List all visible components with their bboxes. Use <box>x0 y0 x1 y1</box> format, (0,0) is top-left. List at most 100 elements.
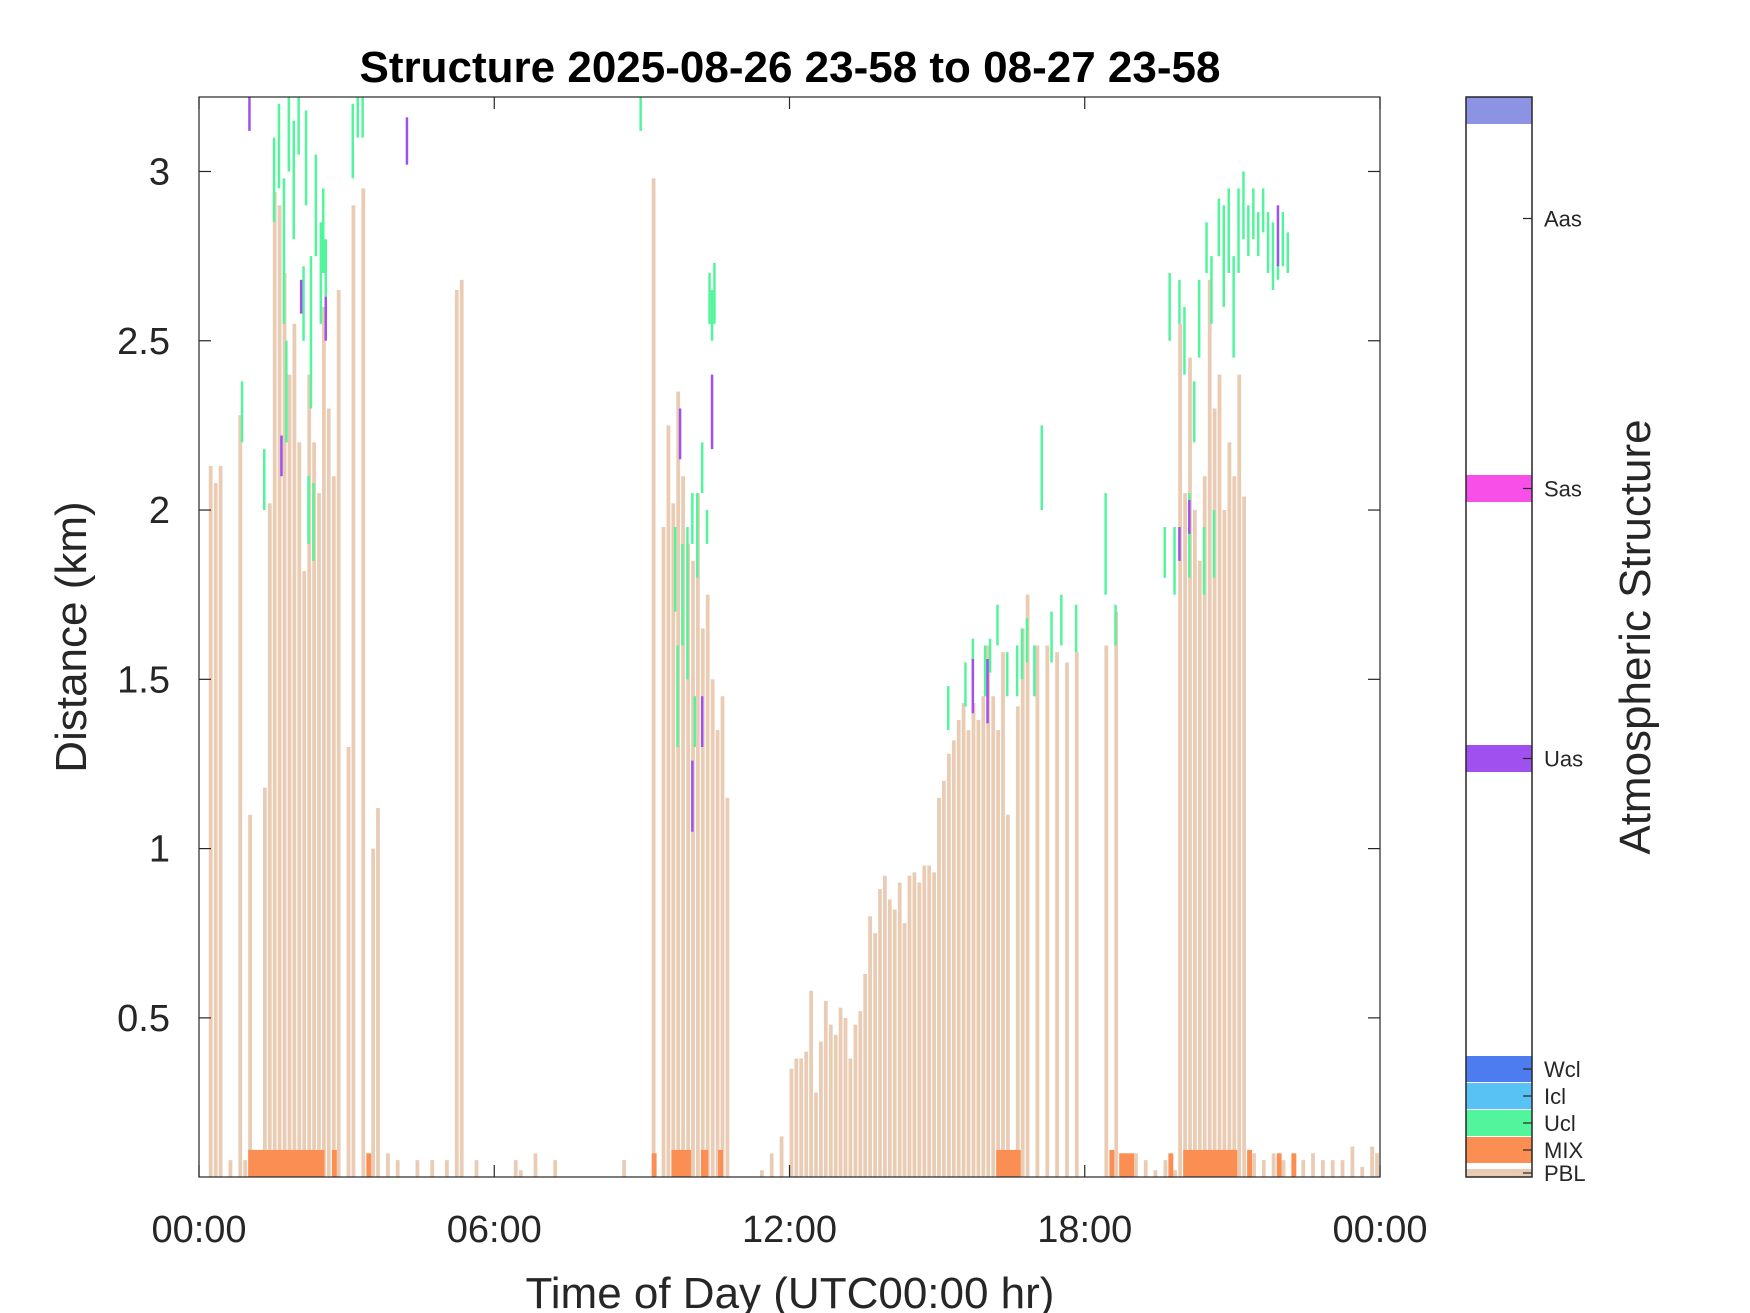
pbl-column <box>1163 1160 1168 1177</box>
mix-segment <box>700 1149 709 1177</box>
mix-segment <box>1291 1153 1297 1177</box>
pbl-column <box>228 1160 233 1177</box>
mix-segment <box>1168 1153 1174 1177</box>
pbl-column <box>248 814 252 1177</box>
pbl-column <box>1281 1160 1286 1177</box>
x-tick-label: 18:00 <box>1037 1209 1132 1251</box>
ucl-segment <box>639 97 642 131</box>
pbl-column <box>691 560 695 1177</box>
pbl-column <box>833 1034 838 1177</box>
ucl-segment <box>282 178 286 324</box>
pbl-column <box>715 730 720 1177</box>
pbl-column <box>371 848 375 1177</box>
ucl-segment <box>1104 493 1107 595</box>
ucl-segment <box>1173 527 1176 595</box>
pbl-column <box>272 191 277 1178</box>
ucl-segment <box>324 239 327 324</box>
pbl-column <box>307 374 312 1178</box>
pbl-column <box>513 1160 518 1177</box>
ucl-segment <box>314 154 318 257</box>
pbl-column <box>1178 323 1182 1177</box>
y-tick-label: 2 <box>149 490 170 532</box>
colorbar-tick-label: Icl <box>1544 1084 1566 1109</box>
pbl-column <box>725 797 730 1177</box>
colorbar-tick-label: PBL <box>1544 1161 1586 1186</box>
pbl-column <box>1001 652 1005 1177</box>
ucl-segment <box>1040 425 1043 510</box>
pbl-column <box>956 719 961 1177</box>
pbl-column <box>848 1058 853 1177</box>
pbl-column <box>317 493 321 1178</box>
ucl-segment <box>356 97 359 138</box>
plot-background <box>199 97 1380 1177</box>
pbl-column <box>843 1017 848 1177</box>
pbl-column <box>1045 645 1050 1177</box>
pbl-column <box>769 1153 774 1177</box>
uas-segment <box>1276 205 1280 267</box>
pbl-column <box>1370 1146 1374 1177</box>
ucl-segment <box>693 696 696 747</box>
pbl-column <box>887 899 892 1177</box>
pbl-column <box>804 1051 809 1177</box>
pbl-column <box>676 391 681 1177</box>
pbl-column <box>395 1160 400 1177</box>
ucl-segment <box>983 645 987 697</box>
colorbar-band-ucl <box>1466 1110 1532 1136</box>
ucl-segment <box>705 510 709 544</box>
ucl-segment <box>1217 198 1221 257</box>
colorbar-tick-label: Wcl <box>1544 1057 1581 1082</box>
pbl-column <box>322 306 326 1177</box>
ucl-segment <box>297 97 300 155</box>
pbl-column <box>1311 1153 1315 1177</box>
pbl-column <box>799 1058 804 1177</box>
pbl-column <box>651 178 656 1178</box>
pbl-column <box>459 279 464 1177</box>
pbl-column <box>858 1011 863 1177</box>
ucl-segment <box>996 604 999 646</box>
pbl-column <box>661 527 666 1177</box>
pbl-column <box>1212 408 1217 1177</box>
mix-segment <box>651 1153 657 1177</box>
series-uas <box>248 97 1280 832</box>
ucl-segment <box>1163 527 1166 578</box>
ucl-segment <box>1025 618 1029 663</box>
colorbar-band-pbl <box>1466 1169 1532 1177</box>
ucl-segment <box>277 103 281 189</box>
uas-segment <box>700 696 704 747</box>
pbl-column <box>1350 1146 1355 1177</box>
pbl-column <box>1232 476 1237 1177</box>
ucl-segment <box>312 483 315 561</box>
mix-segment <box>1119 1153 1134 1177</box>
ucl-segment <box>287 97 291 172</box>
pbl-column <box>863 973 868 1177</box>
pbl-column <box>267 503 272 1177</box>
ucl-segment <box>947 686 950 731</box>
y-axis-label: Distance (km) <box>47 501 96 772</box>
x-tick-label: 00:00 <box>151 1209 246 1251</box>
pbl-column <box>1025 594 1030 1177</box>
pbl-column <box>351 205 356 1178</box>
y-tick-label: 0.5 <box>117 998 170 1040</box>
uas-segment <box>986 659 989 724</box>
ucl-segment <box>1168 273 1171 341</box>
colorbar-band-icl <box>1466 1083 1532 1109</box>
mix-segment <box>331 1149 337 1177</box>
uas-segment <box>1188 499 1191 534</box>
ucl-segment <box>696 493 699 578</box>
pbl-column <box>326 408 331 1177</box>
mix-segment <box>1276 1153 1282 1177</box>
pbl-column <box>218 466 223 1177</box>
uas-segment <box>280 435 283 477</box>
mix-segment <box>718 1149 723 1177</box>
pbl-column <box>917 882 922 1177</box>
y-tick-label: 2.5 <box>117 321 170 363</box>
colorbar-band-sas <box>1466 475 1532 502</box>
pbl-column <box>263 787 267 1177</box>
ucl-segment <box>1006 652 1009 697</box>
pbl-column <box>1173 1170 1178 1177</box>
x-axis: 00:00 06:00 12:00 18:00 00:00 <box>151 97 1428 1251</box>
pbl-column <box>976 719 981 1177</box>
ucl-segment <box>1261 188 1265 233</box>
ucl-segment <box>1193 381 1196 443</box>
pbl-column <box>1340 1160 1345 1177</box>
